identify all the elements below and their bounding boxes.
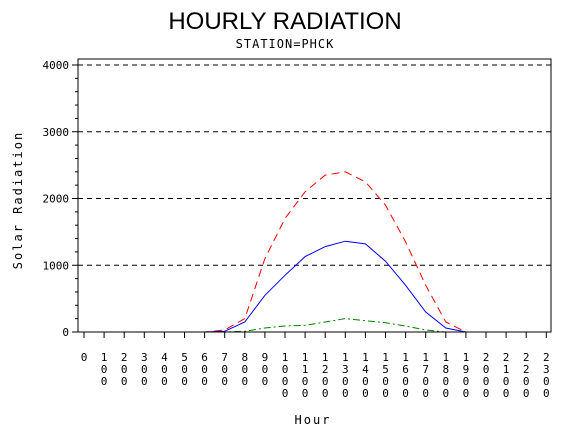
chart-subtitle: STATION=PHCK [236, 37, 335, 51]
plot-frame [77, 58, 552, 333]
y-tick-label: 0 [62, 326, 69, 339]
y-tick-label: 2000 [43, 193, 70, 206]
x-axis: 0 1 0 0 2 0 0 3 0 0 4 0 0 5 0 0 6 0 0 7 0 0 8 0 0 9 0 0 1 0 0 0 1 1 0 0 1 2 0 0… [81, 332, 550, 400]
y-tick-label: 4000 [43, 59, 70, 72]
y-axis-label: Solar Radiation [11, 131, 25, 269]
x-tick-label: 0 [81, 351, 88, 364]
y-tick-label: 1000 [43, 259, 70, 272]
x-axis-label: Hour [295, 413, 332, 427]
series-line-3 [84, 318, 547, 333]
grid [78, 64, 551, 333]
series-layer [84, 171, 547, 333]
chart-title: HOURLY RADIATION [168, 8, 401, 35]
y-axis: 0 1000 2000 3000 4000 [43, 59, 78, 339]
y-tick-label: 3000 [43, 126, 70, 139]
series-line-2 [84, 240, 547, 333]
